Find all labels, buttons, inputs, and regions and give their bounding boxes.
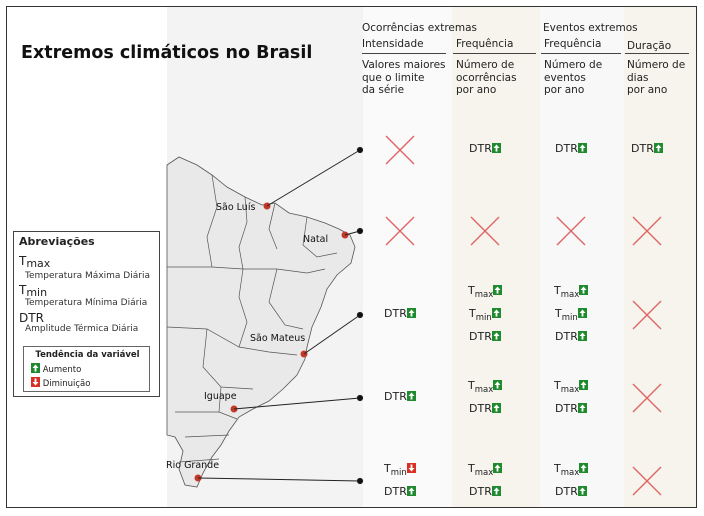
header-col-duration: Duração xyxy=(627,40,672,52)
arrow-up-icon xyxy=(491,308,501,318)
header-desc-frequency-occurrences: Número de ocorrências por ano xyxy=(456,59,517,96)
city-label-natal: Natal xyxy=(303,234,329,245)
arrow-up-icon xyxy=(406,391,416,401)
no-trend-cross-icon xyxy=(632,300,662,330)
legend-desc-tmax: Temperatura Máxima Diária xyxy=(25,271,150,281)
trend-legend-decrease: Diminuição xyxy=(31,377,90,389)
arrow-up-icon xyxy=(493,285,503,295)
arrow-up-icon xyxy=(491,331,501,341)
trend-legend: Tendência da variável Aumento Diminuição xyxy=(23,346,150,392)
header-rule xyxy=(541,53,621,54)
arrow-up-icon xyxy=(491,143,501,153)
header-desc-frequency-events: Número de eventos por ano xyxy=(544,59,603,96)
connector-lines xyxy=(197,146,364,485)
trend-entry: Tmax xyxy=(554,379,589,395)
trend-legend-increase: Aumento xyxy=(31,363,81,375)
trend-entry: Tmax xyxy=(468,284,503,300)
legend-title: Abreviações xyxy=(19,235,95,248)
arrow-down-icon xyxy=(406,462,416,473)
trend-entry: DTR xyxy=(384,307,416,320)
city-label-sao-luis: São Luís xyxy=(216,202,256,213)
header-rule xyxy=(453,53,536,54)
arrow-up-icon xyxy=(577,402,587,413)
trend-entry: DTR xyxy=(469,142,501,155)
trend-entry: DTR xyxy=(384,485,416,498)
trend-entry: Tmin xyxy=(469,307,501,323)
city-label-rio-grande: Rio Grande xyxy=(166,460,220,471)
city-label-iguape: Iguape xyxy=(204,391,237,402)
trend-entry: Tmin xyxy=(555,307,587,323)
figure-frame: Extremos climáticos no Brasil São Luís N… xyxy=(6,6,697,508)
arrow-up-icon xyxy=(491,485,501,496)
arrow-up-icon xyxy=(577,308,587,318)
trend-entry: Tmax xyxy=(468,462,503,478)
no-trend-cross-icon xyxy=(632,466,662,496)
trend-entry: DTR xyxy=(384,390,416,403)
trend-entry: DTR xyxy=(555,330,587,343)
trend-legend-title: Tendência da variável xyxy=(35,350,140,360)
arrow-up-icon xyxy=(577,143,587,153)
city-label-sao-mateus: São Mateus xyxy=(250,333,306,344)
legend-code-dtr: DTR xyxy=(19,311,44,325)
trend-entry: DTR xyxy=(469,485,501,498)
arrow-up-icon xyxy=(406,485,416,496)
header-col-frequency-events: Frequência xyxy=(544,38,602,50)
trend-entry: DTR xyxy=(555,402,587,415)
column-bg-intensity xyxy=(363,7,452,507)
header-col-frequency-occurrences: Frequência xyxy=(456,38,514,50)
trend-entry: DTR xyxy=(555,485,587,498)
header-rule xyxy=(362,53,446,54)
legend-desc-dtr: Amplitude Térmica Diária xyxy=(25,324,139,334)
brazil-map xyxy=(166,146,364,488)
legend-desc-tmin: Temperatura Mínima Diária xyxy=(25,298,148,308)
arrow-up-icon xyxy=(406,308,416,318)
trend-entry: DTR xyxy=(631,142,663,155)
trend-entry: DTR xyxy=(469,330,501,343)
arrow-up-icon xyxy=(493,462,503,473)
column-bg-frequency-occurrences xyxy=(452,7,540,507)
arrow-up-icon xyxy=(579,462,589,473)
header-rule xyxy=(625,53,689,54)
arrow-down-icon xyxy=(31,377,40,387)
column-bg-duration xyxy=(624,7,696,507)
header-group-occurrences: Ocorrências extremas xyxy=(362,22,478,34)
header-col-intensity: Intensidade xyxy=(362,38,424,50)
trend-entry: Tmax xyxy=(554,284,589,300)
legend-code-tmin: Tmin xyxy=(19,283,48,299)
trend-entry: Tmax xyxy=(554,462,589,478)
no-trend-cross-icon xyxy=(385,135,415,165)
column-bg-frequency-events xyxy=(540,7,624,507)
abbreviations-legend: Abreviações Tmax Temperatura Máxima Diár… xyxy=(13,231,160,397)
arrow-up-icon xyxy=(653,143,663,153)
no-trend-cross-icon xyxy=(385,216,415,246)
state-borders xyxy=(166,174,338,463)
trend-entry: Tmin xyxy=(384,462,416,478)
trend-entry: DTR xyxy=(555,142,587,155)
legend-code-tmax: Tmax xyxy=(19,254,51,270)
arrow-up-icon xyxy=(579,379,589,390)
arrow-up-icon xyxy=(31,363,40,373)
no-trend-cross-icon xyxy=(556,216,586,246)
arrow-up-icon xyxy=(577,485,587,496)
header-desc-intensity: Valores maiores que o limite da série xyxy=(362,59,446,96)
no-trend-cross-icon xyxy=(632,383,662,413)
header-desc-duration: Número de dias por ano xyxy=(627,59,686,96)
arrow-up-icon xyxy=(579,285,589,295)
map-outline xyxy=(166,156,356,488)
arrow-up-icon xyxy=(491,402,501,413)
header-group-events: Eventos extremos xyxy=(543,22,638,34)
no-trend-cross-icon xyxy=(632,216,662,246)
trend-entry: Tmax xyxy=(468,379,503,395)
no-trend-cross-icon xyxy=(470,216,500,246)
figure-title: Extremos climáticos no Brasil xyxy=(21,43,313,63)
trend-entry: DTR xyxy=(469,402,501,415)
arrow-up-icon xyxy=(577,331,587,341)
arrow-up-icon xyxy=(493,379,503,390)
